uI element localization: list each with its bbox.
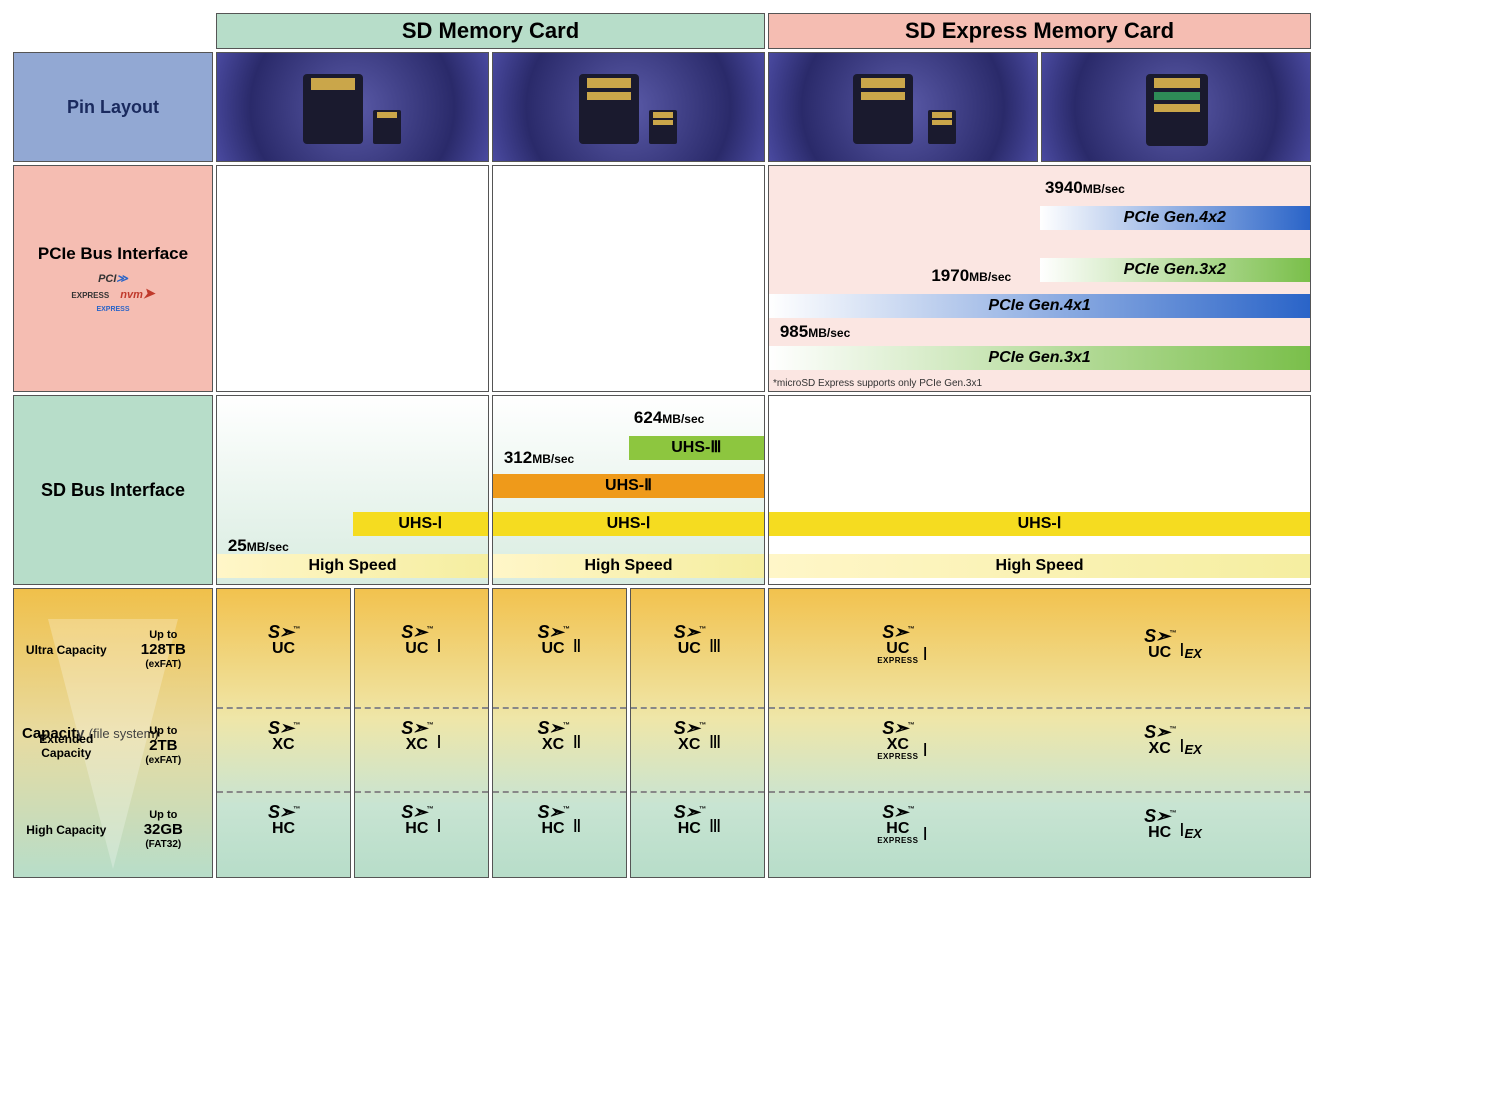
speed-3940: 3940MB/sec [1045,178,1125,198]
cap-logo-row: S➣™UC [217,623,350,657]
sd-logo: S➣™HC [1144,807,1175,841]
cap-logo-row: S➣™UCⅡ [493,623,626,657]
sd-logo: S➣™UC [674,623,705,657]
pcie-cell-sd2 [492,165,765,392]
sd-logo: S➣™HC [401,803,432,837]
bar-uhs1-c: UHS-Ⅰ [769,512,1310,536]
sd-logo: S➣™XC [401,719,432,753]
bar-gen3x2: PCIe Gen.3x2 [1040,258,1311,282]
speed-985: 985MB/sec [780,322,850,342]
sd-logo: S➣™XC [538,719,569,753]
pin-image-sd-basic [216,52,489,162]
sd-logo: S➣™UCEXPRESS [877,623,918,665]
cap-logo-row: S➣™UCⅢ [631,623,764,657]
cap-logo-row: S➣™HCⅢ [631,803,764,837]
sdbus-group1: 104MB/sec UHS-Ⅰ 25MB/sec High Speed [216,395,489,585]
cap-col-3: S➣™UCⅢ S➣™XCⅢ S➣™HCⅢ [630,588,765,878]
row-label-capacity: Capacity (file system) Ultra CapacityUp … [13,588,213,878]
cap-logo-row: S➣™HCⅠ [355,803,488,837]
bar-gen3x1: PCIe Gen.3x1 [769,346,1310,370]
speed-312: 312MB/sec [504,448,574,468]
cap-logo-row: S➣™UCEXPRESSⅠS➣™UCⅠEX [769,623,1310,665]
cap-logo-row: S➣™XC [217,719,350,753]
bar-hs-c: High Speed [769,554,1310,578]
cap-col-2: S➣™UCⅡ S➣™XCⅡ S➣™HCⅡ [492,588,627,878]
pcie-cell-express: 3940MB/sec PCIe Gen.4x2 PCIe Gen.3x2 197… [768,165,1311,392]
speed-25: 25MB/sec [228,536,289,556]
pcie-logos: PCI≫EXPRESS nvm➤EXPRESS [14,272,212,314]
sd-logo: S➣™UC [268,623,299,657]
header-sd-memory: SD Memory Card [216,13,765,49]
row-label-pcie: PCIe Bus Interface PCI≫EXPRESS nvm➤EXPRE… [13,165,213,392]
sd-logo: S➣™HC [674,803,705,837]
bar-hs-a: High Speed [217,554,488,578]
sd-logo: S➣™UC [401,623,432,657]
cap-logo-row: S➣™XCⅢ [631,719,764,753]
speed-1970: 1970MB/sec [931,266,1011,286]
cap-col-express: S➣™UCEXPRESSⅠS➣™UCⅠEX S➣™XCEXPRESSⅠS➣™XCⅠ… [768,588,1311,878]
bar-hs-b: High Speed [493,554,764,578]
bar-uhs3: UHS-Ⅲ [629,436,765,460]
sdbus-group2: 624MB/sec UHS-Ⅲ 312MB/sec UHS-Ⅱ UHS-Ⅰ Hi… [492,395,765,585]
sd-logo: S➣™XCEXPRESS [877,719,918,761]
speed-624: 624MB/sec [634,408,704,428]
bar-gen4x2: PCIe Gen.4x2 [1040,206,1311,230]
bar-uhs1-b: UHS-Ⅰ [493,512,764,536]
capacity-tier-1: Extended CapacityUp to2TB(exFAT) [20,725,206,766]
sd-logo: S➣™HC [538,803,569,837]
sd-logo: S➣™UC [1144,627,1175,661]
pcie-cell-sd1 [216,165,489,392]
sd-logo: S➣™XC [674,719,705,753]
capacity-tier-2: High CapacityUp to32GB(FAT32) [20,809,206,850]
cap-logo-row: S➣™XCⅠ [355,719,488,753]
sd-logo: S➣™HCEXPRESS [877,803,918,845]
pin-image-sdexpress-1 [768,52,1038,162]
pcie-footnote: *microSD Express supports only PCIe Gen.… [773,378,982,389]
pcie-label-text: PCIe Bus Interface [14,244,212,264]
bar-uhs2: UHS-Ⅱ [493,474,764,498]
cap-logo-row: S➣™HCEXPRESSⅠS➣™HCⅠEX [769,803,1310,845]
cap-logo-row: S➣™XCⅡ [493,719,626,753]
bar-gen4x1: PCIe Gen.4x1 [769,294,1310,318]
header-sd-express: SD Express Memory Card [768,13,1311,49]
sd-logo: S➣™XC [1144,723,1175,757]
cap-logo-row: S➣™HC [217,803,350,837]
cap-logo-row: S➣™HCⅡ [493,803,626,837]
sd-logo: S➣™HC [268,803,299,837]
cap-logo-row: S➣™UCⅠ [355,623,488,657]
pin-image-sd-uhs2 [492,52,765,162]
cap-logo-row: S➣™XCEXPRESSⅠS➣™XCⅠEX [769,719,1310,761]
sd-logo: S➣™UC [538,623,569,657]
row-label-sdbus: SD Bus Interface [13,395,213,585]
bar-uhs1-a: UHS-Ⅰ [353,512,489,536]
sd-comparison-table: SD Memory Card SD Express Memory Card Pi… [10,10,1314,881]
cap-col-0: S➣™UC S➣™XC S➣™HC [216,588,351,878]
capacity-tier-0: Ultra CapacityUp to128TB(exFAT) [20,629,206,670]
pin-image-sdexpress-2 [1041,52,1311,162]
sd-logo: S➣™XC [268,719,299,753]
cap-col-1: S➣™UCⅠ S➣™XCⅠ S➣™HCⅠ [354,588,489,878]
sdbus-express: UHS-Ⅰ High Speed [768,395,1311,585]
row-label-pin: Pin Layout [13,52,213,162]
